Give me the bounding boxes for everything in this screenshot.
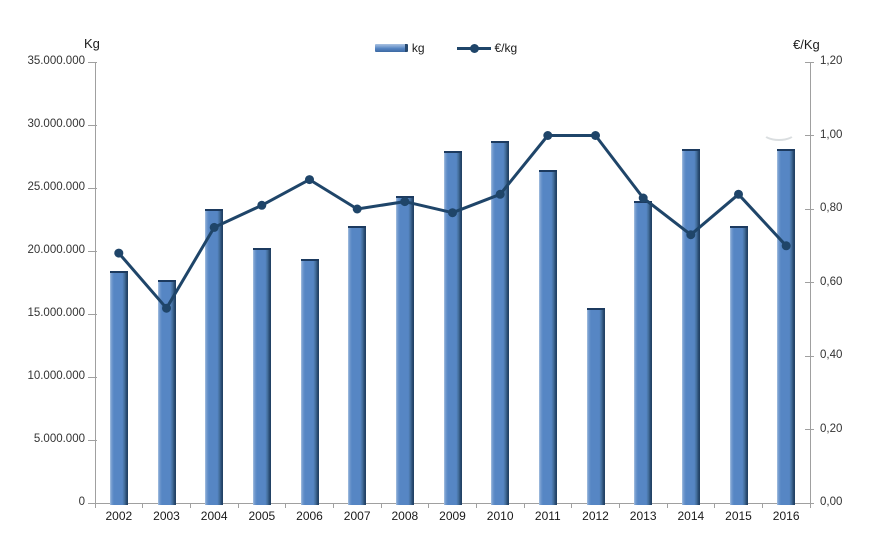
x-axis-label-2003: 2003 — [153, 509, 180, 523]
right-axis-tick — [805, 282, 814, 283]
x-axis-label-2012: 2012 — [582, 509, 609, 523]
line-marker-2012 — [591, 131, 600, 140]
right-axis-tick — [805, 135, 814, 136]
x-axis-tick — [761, 503, 763, 508]
legend-label-kg: kg — [411, 41, 425, 55]
x-axis-tick — [809, 503, 811, 508]
legend-label-eur-kg: €/kg — [494, 41, 518, 55]
bar-2006 — [300, 258, 319, 505]
bar-2013 — [634, 200, 653, 505]
left-axis-tick-label: 10.000.000 — [27, 370, 85, 382]
x-axis-tick — [618, 503, 620, 508]
x-axis-tick — [428, 503, 430, 508]
x-axis-label-2004: 2004 — [200, 509, 228, 523]
line-marker-2015 — [734, 189, 743, 199]
x-axis-label-2007: 2007 — [343, 509, 371, 523]
x-axis-tick — [571, 503, 573, 508]
right-axis-tick-label: 0,80 — [820, 202, 843, 214]
x-axis-tick — [189, 503, 191, 508]
right-axis-tick-label: 1,20 — [820, 55, 843, 67]
left-axis-tick-label: 15.000.000 — [27, 307, 85, 319]
left-axis-tick-label: 30.000.000 — [27, 118, 85, 130]
left-axis-tick — [88, 124, 97, 126]
x-axis-label-2009: 2009 — [439, 509, 466, 523]
right-axis-tick — [805, 61, 814, 63]
right-axis-line — [810, 62, 811, 504]
x-axis-tick — [94, 503, 96, 508]
left-axis-tick — [88, 376, 97, 378]
left-axis-tick — [88, 61, 97, 63]
x-axis-tick — [237, 503, 239, 508]
x-axis-tick — [523, 503, 525, 508]
line-marker-2011 — [543, 131, 553, 140]
line-marker-2007 — [352, 204, 362, 214]
right-axis-tick-label: 1,00 — [820, 128, 843, 141]
bar-2014 — [681, 148, 700, 505]
left-axis-tick-label: 25.000.000 — [27, 181, 85, 193]
left-axis-tick — [88, 439, 97, 441]
faint-smudge-artifact — [762, 124, 796, 141]
right-axis-tick-label: 0,40 — [820, 349, 843, 361]
bar-2009 — [443, 151, 462, 505]
left-axis-line — [95, 62, 96, 504]
x-axis-label-2010: 2010 — [486, 509, 514, 523]
x-axis-tick — [332, 503, 334, 508]
x-axis-tick — [666, 503, 668, 508]
x-axis-label-2014: 2014 — [677, 509, 705, 523]
left-axis-tick — [88, 502, 97, 504]
line-marker-2002 — [114, 248, 124, 258]
right-axis-tick — [805, 208, 814, 210]
x-axis-tick — [142, 503, 144, 508]
line-marker-2006 — [305, 175, 314, 185]
legend-item-eur-kg: €/kg — [456, 41, 518, 55]
bar-2002 — [109, 271, 128, 505]
line-series-swatch-icon — [456, 43, 491, 53]
x-axis-tick — [475, 503, 477, 508]
left-axis-tick-label: 0 — [78, 496, 85, 508]
x-axis-tick — [285, 503, 287, 508]
x-axis-tick — [380, 503, 382, 508]
bar-2012 — [586, 307, 605, 505]
bar-2011 — [538, 170, 557, 505]
left-axis-tick — [88, 187, 97, 189]
bar-2010 — [491, 141, 510, 505]
right-axis-tick-label: 0,60 — [820, 275, 843, 288]
x-axis-label-2011: 2011 — [534, 509, 561, 523]
left-axis-tick-label: 35.000.000 — [27, 55, 85, 67]
legend-item-kg: kg — [374, 41, 425, 55]
right-axis-tick — [805, 355, 814, 357]
x-axis-label-2013: 2013 — [629, 509, 657, 523]
left-axis-title: Kg — [84, 36, 100, 51]
left-axis-tick-label: 20.000.000 — [27, 244, 85, 256]
line-marker-2005 — [257, 200, 267, 210]
x-axis-label-2005: 2005 — [248, 509, 276, 523]
chart-legend: kg €/kg — [0, 41, 892, 55]
bar-2005 — [252, 248, 271, 505]
x-axis-label-2016: 2016 — [772, 509, 800, 523]
x-axis-tick — [714, 503, 716, 508]
bar-2007 — [348, 225, 367, 505]
bar-2004 — [205, 209, 224, 505]
x-axis-label-2006: 2006 — [296, 509, 323, 523]
left-axis-tick — [88, 250, 97, 252]
x-axis-label-2008: 2008 — [391, 509, 419, 523]
left-axis-tick-label: 5.000.000 — [33, 433, 85, 445]
bar-2015 — [729, 225, 748, 505]
bar-2016 — [777, 148, 796, 505]
bar-2003 — [157, 279, 176, 505]
bar-2008 — [395, 195, 414, 505]
right-axis-tick-label: 0,00 — [820, 496, 843, 508]
right-axis-tick-label: 0,20 — [820, 422, 843, 435]
bar-series-swatch-icon — [374, 44, 408, 52]
right-axis-title: €/Kg — [793, 37, 820, 52]
x-axis-label-2002: 2002 — [105, 509, 133, 523]
x-axis-label-2015: 2015 — [725, 509, 752, 523]
left-axis-tick — [88, 313, 97, 315]
right-axis-tick — [805, 429, 814, 430]
